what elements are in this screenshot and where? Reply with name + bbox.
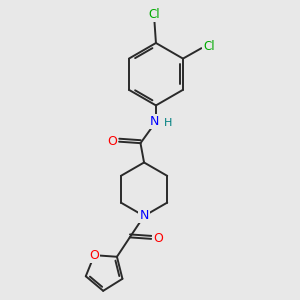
Text: Cl: Cl bbox=[148, 8, 160, 21]
Text: N: N bbox=[140, 209, 149, 223]
Text: N: N bbox=[150, 115, 159, 128]
Text: O: O bbox=[108, 135, 118, 148]
Text: H: H bbox=[164, 118, 172, 128]
Text: Cl: Cl bbox=[203, 40, 215, 52]
Text: O: O bbox=[153, 232, 163, 245]
Text: O: O bbox=[89, 249, 99, 262]
